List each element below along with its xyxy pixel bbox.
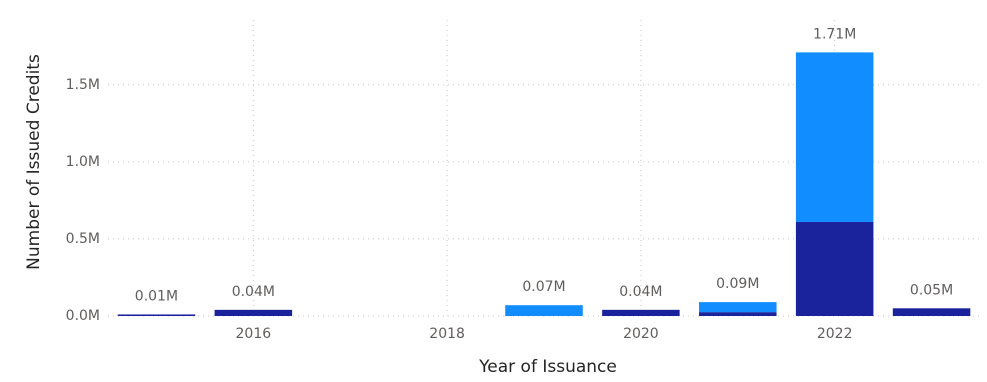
bar-segment [892, 308, 971, 316]
data-label: 0.07M [522, 279, 565, 295]
data-label: 0.05M [910, 282, 953, 298]
bar-segment [699, 312, 777, 316]
x-axis-title: Year of Issuance [478, 357, 617, 377]
x-tick-label: 2022 [817, 326, 853, 342]
bar-segment [505, 305, 583, 316]
y-tick-label: 0.0M [66, 308, 100, 324]
data-label: 0.04M [232, 284, 275, 300]
x-tick-label: 2018 [429, 326, 465, 342]
x-tick-label: 2016 [236, 326, 272, 342]
bar-segment [795, 221, 874, 316]
bar-segment [117, 314, 196, 316]
y-axis-title: Number of Issued Credits [24, 54, 44, 270]
data-label: 0.04M [619, 284, 662, 300]
y-tick-label: 1.5M [66, 77, 100, 93]
x-tick-label: 2020 [623, 326, 659, 342]
data-label: 0.09M [716, 276, 759, 292]
bar-segment [602, 309, 680, 316]
bar-segment [214, 309, 293, 316]
y-tick-label: 0.5M [66, 231, 100, 247]
data-label: 1.71M [813, 26, 856, 42]
y-tick-label: 1.0M [66, 154, 100, 170]
bar-segment [699, 302, 777, 313]
bar-segment [795, 52, 874, 222]
data-label: 0.01M [135, 288, 178, 304]
